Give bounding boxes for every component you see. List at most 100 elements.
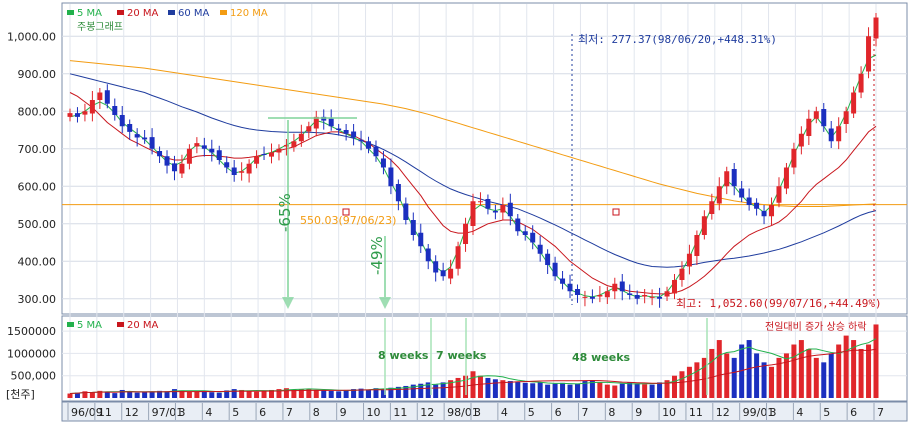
volume-bar bbox=[873, 324, 879, 398]
volume-bar bbox=[634, 383, 640, 398]
candle-body bbox=[433, 261, 439, 273]
volume-bar bbox=[806, 348, 812, 398]
weeks-label-1: 8 weeks bbox=[378, 349, 429, 362]
candle-body bbox=[283, 145, 289, 147]
candle-body bbox=[224, 162, 230, 168]
price-tick-label: 900.00 bbox=[18, 68, 57, 81]
volume-bar bbox=[597, 382, 603, 398]
price-tick-label: 700.00 bbox=[18, 143, 57, 156]
candle-body bbox=[731, 169, 737, 187]
low-annotation: 최저: 277.37(98/06/20,+448.31%) bbox=[578, 33, 777, 46]
volume-bar bbox=[836, 344, 842, 398]
candle-body bbox=[97, 92, 103, 100]
x-tick-label: 9 bbox=[635, 406, 642, 419]
candle-body bbox=[582, 296, 588, 298]
volume-bar bbox=[664, 380, 670, 398]
candle-body bbox=[171, 163, 177, 172]
candle-body bbox=[813, 111, 819, 119]
candle-body bbox=[157, 151, 163, 157]
candle-body bbox=[709, 201, 715, 214]
volume-bar bbox=[612, 385, 618, 398]
drop1-label: -65% bbox=[276, 193, 294, 232]
volume-bar bbox=[477, 375, 483, 398]
volume-bar bbox=[74, 392, 80, 398]
candle-body bbox=[470, 201, 476, 226]
candle-body bbox=[545, 253, 551, 265]
candle-body bbox=[515, 218, 521, 232]
volume-bar bbox=[134, 392, 140, 398]
candle-body bbox=[664, 291, 670, 297]
volume-bar bbox=[455, 377, 461, 398]
volume-bar bbox=[821, 362, 827, 398]
volume-bar bbox=[582, 381, 588, 398]
candle-body bbox=[530, 232, 536, 243]
candle-body bbox=[776, 186, 782, 203]
vol-legend-20ma: 20 MA bbox=[127, 320, 159, 331]
volume-bar bbox=[119, 389, 125, 398]
candle-body bbox=[231, 167, 237, 175]
volume-bar bbox=[366, 389, 372, 398]
volume-bar bbox=[216, 392, 222, 398]
volume-bar bbox=[843, 335, 849, 398]
x-tick-label: 8 bbox=[313, 406, 320, 419]
candle-body bbox=[806, 118, 812, 136]
volume-bar bbox=[627, 382, 633, 398]
price-tick-label: 300.00 bbox=[18, 293, 57, 306]
candle-body bbox=[82, 111, 88, 115]
candle-body bbox=[351, 131, 357, 138]
volume-bar bbox=[492, 379, 498, 398]
drop2-label: -49% bbox=[368, 236, 386, 275]
volume-bar bbox=[672, 375, 677, 398]
volume-bar bbox=[403, 385, 409, 398]
volume-bar bbox=[746, 340, 752, 398]
volume-bar bbox=[261, 390, 267, 398]
candle-body bbox=[194, 143, 200, 147]
price-panel bbox=[61, 2, 908, 315]
x-tick-label: 10 bbox=[662, 406, 676, 419]
x-tick-label: 6 bbox=[850, 406, 857, 419]
x-tick-label: 6 bbox=[259, 406, 266, 419]
volume-tick-label: 1000000 bbox=[7, 347, 56, 360]
candle-body bbox=[425, 248, 431, 262]
volume-bar bbox=[866, 344, 872, 398]
volume-bar bbox=[358, 388, 364, 398]
volume-bar bbox=[545, 384, 551, 398]
volume-bar bbox=[791, 344, 797, 398]
volume-bar bbox=[686, 366, 692, 398]
volume-tick-label: 500,000 bbox=[11, 370, 57, 383]
candle-body bbox=[500, 205, 506, 213]
candle-body bbox=[791, 148, 797, 168]
candle-body bbox=[701, 216, 707, 235]
legend-20ma: 20 MA bbox=[127, 8, 159, 19]
volume-bar bbox=[425, 382, 431, 398]
volume-bar bbox=[754, 353, 760, 398]
volume-bar bbox=[574, 383, 580, 398]
candle-body bbox=[239, 171, 245, 173]
candle-body bbox=[112, 106, 118, 115]
candle-body bbox=[686, 253, 692, 267]
volume-bar bbox=[209, 392, 215, 398]
candle-body bbox=[410, 220, 416, 235]
candle-body bbox=[276, 148, 282, 153]
candle-body bbox=[254, 156, 260, 164]
volume-bar bbox=[813, 357, 819, 398]
volume-bar bbox=[194, 391, 200, 398]
volume-bar bbox=[231, 389, 237, 398]
candle-body bbox=[873, 17, 879, 39]
price-tick-label: 1,000.00 bbox=[7, 30, 56, 43]
candle-body bbox=[186, 148, 192, 164]
x-tick-label: 11 bbox=[98, 406, 112, 419]
candle-body bbox=[440, 270, 446, 277]
volume-bar bbox=[164, 391, 170, 398]
x-axis-bar bbox=[61, 401, 908, 422]
x-tick-label: 6 bbox=[555, 406, 562, 419]
volume-bar bbox=[552, 383, 558, 398]
candle-body bbox=[507, 202, 513, 217]
candle-body bbox=[843, 111, 849, 124]
candle-body bbox=[522, 231, 528, 235]
candle-body bbox=[649, 296, 655, 298]
candle-body bbox=[851, 92, 857, 114]
candle-body bbox=[560, 278, 566, 284]
volume-bar bbox=[649, 384, 655, 398]
x-tick-label: 9 bbox=[340, 406, 347, 419]
